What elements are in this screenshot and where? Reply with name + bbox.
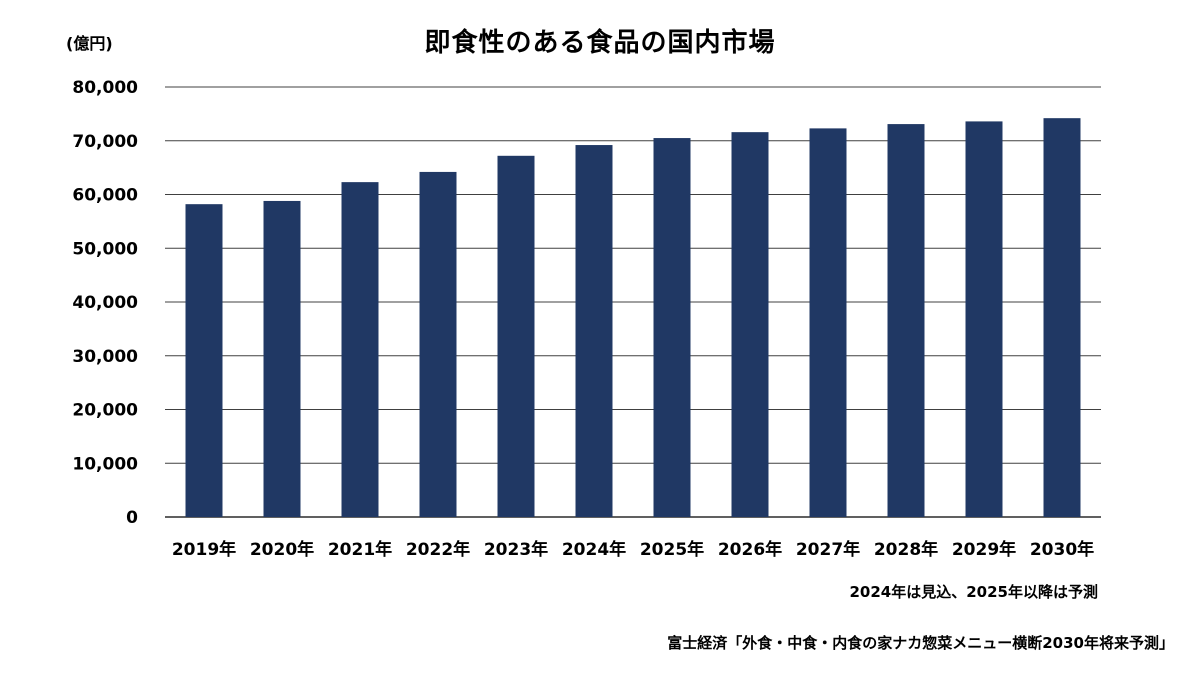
- bar: [1043, 118, 1081, 518]
- y-tick-label: 0: [126, 508, 138, 528]
- bar: [419, 171, 457, 518]
- bar: [575, 145, 613, 518]
- x-tick-label: 2020年: [250, 539, 314, 560]
- x-tick-label: 2029年: [952, 539, 1016, 560]
- source-citation: 富士経済「外食・中食・内食の家ナカ惣菜メニュー横断2030年将来予測」: [667, 634, 1174, 652]
- x-tick-label: 2023年: [484, 539, 548, 560]
- x-tick-label: 2028年: [874, 539, 938, 560]
- x-tick-label: 2025年: [640, 539, 704, 560]
- y-tick-label: 70,000: [72, 132, 138, 152]
- x-tick-label: 2019年: [172, 539, 236, 560]
- bar: [263, 200, 301, 517]
- bar: [965, 121, 1003, 518]
- x-tick-label: 2030年: [1030, 539, 1094, 560]
- chart-title: 即食性のある食品の国内市場: [424, 28, 776, 58]
- bar: [497, 155, 535, 518]
- x-tick-label: 2021年: [328, 539, 392, 560]
- bar: [341, 182, 379, 517]
- bar: [731, 132, 769, 517]
- y-tick-label: 50,000: [72, 239, 138, 259]
- y-tick-label: 10,000: [72, 454, 138, 474]
- bar: [809, 128, 847, 517]
- x-tick-label: 2022年: [406, 539, 470, 560]
- bar: [887, 124, 925, 518]
- y-tick-label: 40,000: [72, 293, 138, 313]
- y-axis-unit-label: (億円): [66, 34, 113, 53]
- bar: [653, 138, 691, 517]
- forecast-note: 2024年は見込、2025年以降は予測: [849, 583, 1099, 601]
- y-tick-label: 80,000: [72, 78, 138, 98]
- bar: [185, 204, 223, 518]
- x-tick-label: 2026年: [718, 539, 782, 560]
- y-tick-label: 20,000: [72, 401, 138, 421]
- x-tick-label: 2027年: [796, 539, 860, 560]
- x-tick-label: 2024年: [562, 539, 626, 560]
- y-tick-label: 30,000: [72, 347, 138, 367]
- y-tick-label: 60,000: [72, 186, 138, 206]
